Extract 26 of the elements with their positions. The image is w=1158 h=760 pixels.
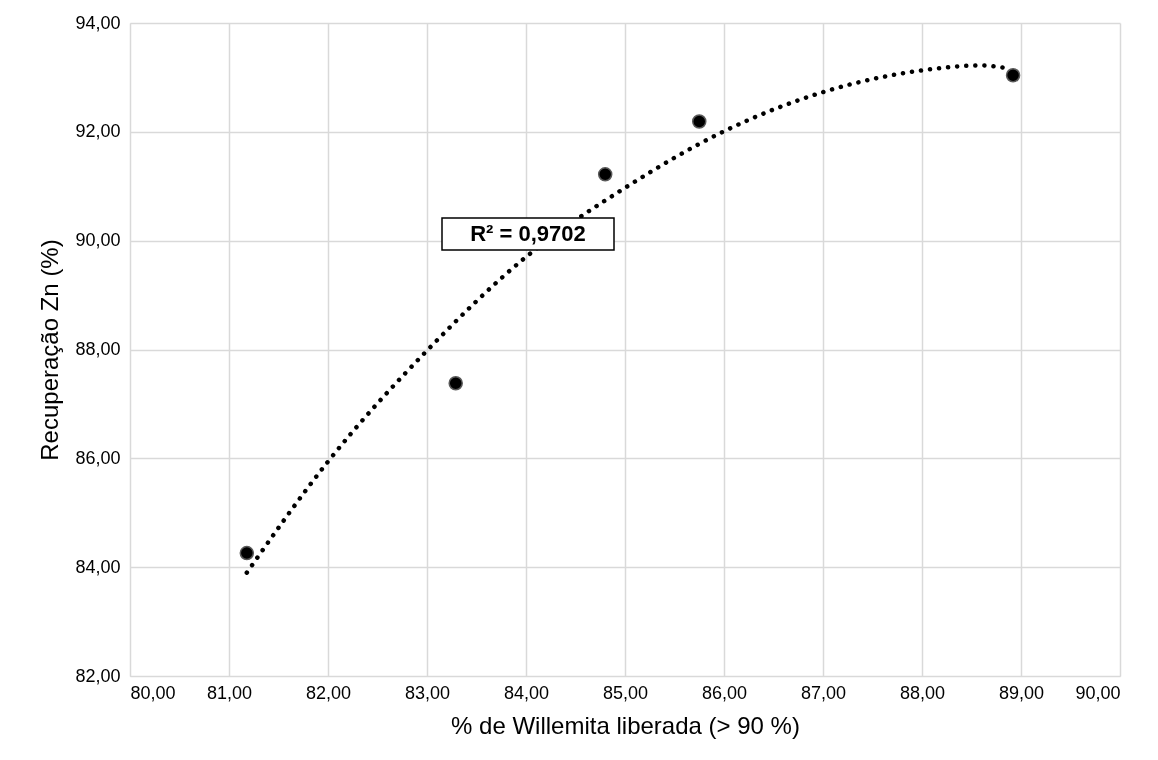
- y-tick-label: 90,00: [75, 230, 121, 251]
- x-tick-label: 84,00: [503, 682, 550, 703]
- x-tick-label: 87,00: [800, 682, 847, 703]
- x-tick-label: 80,00: [130, 682, 176, 703]
- point: [691, 114, 707, 129]
- point: [239, 545, 255, 561]
- y-tick-label: 92,00: [75, 121, 121, 142]
- point: [448, 375, 463, 391]
- y-tick-label: 84,00: [75, 556, 121, 577]
- y-tick-label: 94,00: [75, 12, 121, 33]
- x-tick-label: 86,00: [701, 682, 748, 703]
- y-tick-label: 82,00: [75, 665, 121, 686]
- annotation: R² = 0,9702: [470, 221, 586, 246]
- x-tick-label: 90,00: [1075, 682, 1121, 703]
- x-tick-label: 82,00: [305, 682, 352, 703]
- y-axis-title: Recuperação Zn (%): [36, 239, 64, 461]
- x-axis-title: % de Willemita liberada (> 90 %): [451, 711, 800, 739]
- point: [597, 167, 613, 182]
- point: [1005, 67, 1021, 83]
- x-tick-label: 88,00: [899, 682, 946, 703]
- y-tick-label: 86,00: [75, 447, 121, 468]
- x-tick-label: 81,00: [206, 682, 253, 703]
- x-tick-label: 85,00: [602, 682, 649, 703]
- x-tick-label: 83,00: [404, 682, 451, 703]
- x-tick-label: 89,00: [998, 682, 1045, 703]
- y-tick-label: 88,00: [75, 339, 121, 359]
